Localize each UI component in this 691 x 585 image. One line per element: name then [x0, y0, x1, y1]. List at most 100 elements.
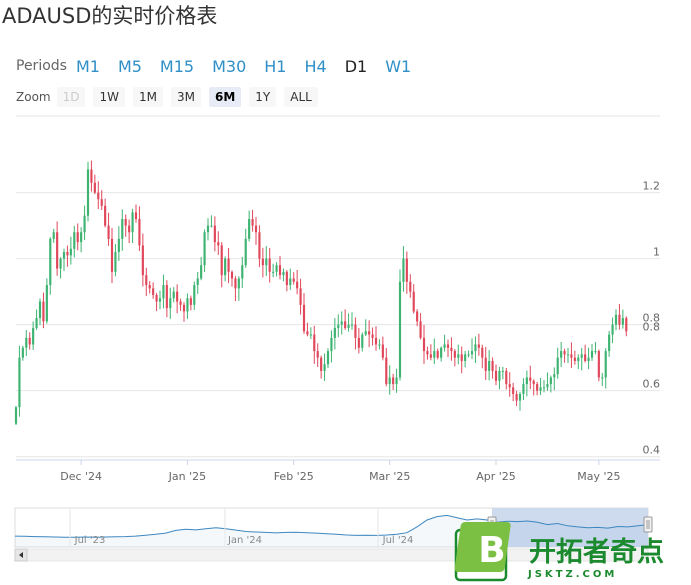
period-h1[interactable]: H1	[264, 56, 287, 76]
period-h4[interactable]: H4	[304, 56, 327, 76]
candle	[18, 345, 21, 417]
candle	[580, 347, 583, 371]
zoom-1y-button[interactable]: 1Y	[249, 87, 277, 107]
zoom-1m-button[interactable]: 1M	[132, 87, 163, 107]
candle	[237, 276, 240, 301]
navigator-selection[interactable]	[492, 508, 648, 547]
candle	[446, 339, 450, 357]
candle	[117, 226, 120, 261]
candle	[52, 228, 55, 243]
navigator-handle[interactable]	[643, 516, 653, 533]
candle	[155, 292, 158, 312]
candle	[618, 303, 621, 330]
candle	[464, 350, 467, 368]
candle	[272, 263, 275, 278]
candle	[131, 208, 134, 244]
candle	[158, 290, 162, 310]
period-d1[interactable]: D1	[344, 56, 368, 76]
candle	[162, 274, 165, 309]
candle	[265, 246, 268, 276]
candle	[38, 298, 42, 326]
candle	[539, 377, 542, 396]
candle	[553, 367, 556, 391]
candle	[45, 278, 48, 324]
candle	[422, 325, 426, 364]
period-m1[interactable]: M1	[75, 56, 100, 76]
watermark-logo-letter: B	[478, 530, 505, 571]
candle	[453, 348, 456, 367]
candle	[621, 309, 624, 329]
zoom-3m-button[interactable]: 3M	[170, 87, 201, 107]
period-m15[interactable]: M15	[159, 56, 195, 76]
x-tick-label: Dec '24	[60, 470, 102, 483]
candle	[56, 221, 59, 276]
zoom-1d-button[interactable]: 1D	[56, 87, 86, 107]
scrollbar-left-arrow[interactable]	[14, 548, 28, 562]
candle	[148, 281, 151, 294]
candle	[532, 379, 535, 396]
candle	[62, 248, 66, 271]
x-tick-label: Mar '25	[369, 470, 410, 483]
candle	[35, 309, 38, 331]
candle	[302, 293, 306, 334]
candle	[203, 229, 206, 273]
watermark-url: JSKTZ.COM	[528, 569, 618, 580]
candle	[189, 295, 192, 311]
candle	[258, 225, 261, 268]
y-tick-label: 1.2	[643, 180, 661, 193]
candle	[388, 365, 391, 395]
x-tick-label: Apr '25	[476, 470, 516, 483]
candle	[42, 292, 45, 329]
y-tick-label: 0.4	[643, 444, 661, 457]
candle	[584, 344, 587, 363]
price-chart[interactable]: 0.4 0.6 0.8 1 1.2 Dec '24 Jan '25 Feb '25 Mar '2…	[0, 115, 691, 487]
candle	[134, 204, 138, 223]
candle	[138, 206, 141, 251]
zoom-1w-button[interactable]: 1W	[93, 87, 125, 107]
candle	[282, 268, 285, 282]
candle	[570, 342, 573, 368]
candle	[21, 345, 24, 361]
candle	[69, 236, 72, 265]
candle	[347, 313, 350, 332]
period-m30[interactable]: M30	[212, 56, 247, 76]
candle	[474, 336, 477, 363]
zoom-label: Zoom	[16, 90, 51, 104]
candle	[477, 333, 480, 356]
candle	[217, 231, 220, 255]
candle	[429, 344, 432, 361]
candle	[275, 262, 278, 277]
candle	[172, 287, 175, 303]
candle	[371, 327, 374, 346]
candle	[608, 330, 611, 357]
candle	[278, 255, 282, 280]
zoom-bar: Zoom 1D 1W 1M 3M 6M 1Y ALL	[16, 86, 326, 108]
candle	[398, 269, 402, 381]
navigator-tick-label: Jul '24	[382, 535, 414, 546]
candle	[498, 366, 501, 390]
candle	[76, 223, 79, 251]
candle	[100, 190, 103, 210]
candle	[316, 343, 319, 368]
zoom-all-button[interactable]: ALL	[284, 87, 318, 107]
candle	[481, 344, 484, 369]
period-w1[interactable]: W1	[385, 56, 412, 76]
candle	[501, 366, 504, 380]
candle	[392, 373, 395, 391]
candle	[299, 278, 302, 315]
candle	[124, 214, 127, 237]
candle	[546, 372, 549, 391]
candle	[522, 378, 525, 401]
x-tick-label: May '25	[577, 470, 620, 483]
candle	[402, 246, 405, 292]
period-m5[interactable]: M5	[117, 56, 142, 76]
candle	[141, 233, 144, 287]
candle	[587, 347, 590, 370]
candle	[330, 330, 333, 363]
zoom-6m-button[interactable]: 6M	[208, 87, 242, 107]
candle	[176, 284, 179, 314]
candle	[560, 342, 563, 367]
candle	[614, 309, 618, 331]
candle	[484, 347, 487, 380]
candle	[25, 330, 28, 357]
